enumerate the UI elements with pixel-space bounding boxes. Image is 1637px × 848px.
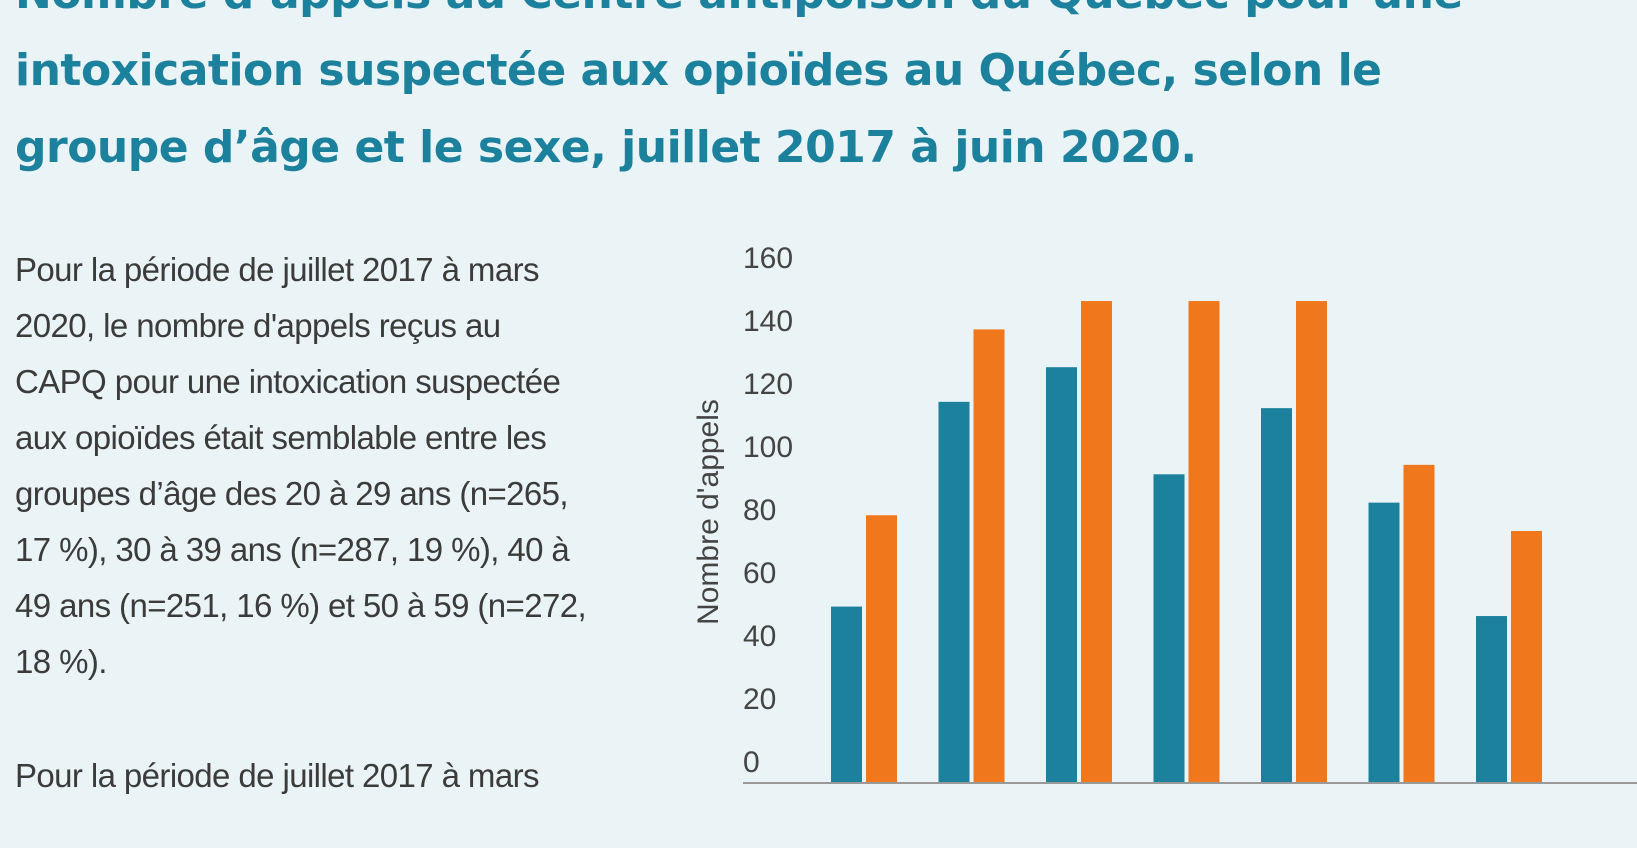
y-axis-label: Nombre d'appels (692, 399, 725, 625)
y-tick-label: 40 (743, 620, 776, 653)
y-tick-label: 20 (743, 683, 776, 716)
paragraph-line: 2020, le nombre d'appels reçus au (15, 307, 501, 344)
y-tick-label: 100 (743, 431, 793, 464)
bar (1511, 531, 1542, 783)
bar (1261, 408, 1292, 783)
y-tick-label: 160 (743, 242, 793, 275)
bar (1476, 616, 1507, 783)
bar (1403, 464, 1435, 783)
y-tick-label: 80 (743, 494, 776, 527)
title-line: intoxication suspectée aux opioïdes au Q… (15, 45, 1382, 96)
y-tick-label: 140 (743, 305, 793, 338)
bar (938, 401, 970, 783)
paragraph-line: Pour la période de juillet 2017 à mars (15, 757, 539, 794)
y-tick-label: 0 (743, 746, 760, 779)
bar (1081, 301, 1112, 783)
title-line: groupe d’âge et le sexe, juillet 2017 à … (15, 122, 1197, 173)
title-line: Nombre d’appels au Centre antipoison du … (15, 0, 1463, 16)
bar (1368, 502, 1400, 783)
bar (1046, 367, 1077, 783)
bar (1153, 474, 1185, 783)
bar (973, 329, 1005, 783)
bar (1188, 301, 1220, 783)
paragraph-line: Pour la période de juillet 2017 à mars (15, 251, 539, 288)
paragraph-line: groupes d’âge des 20 à 29 ans (n=265, (15, 475, 569, 512)
bar (1296, 301, 1327, 783)
bar (866, 515, 897, 783)
y-tick-label: 60 (743, 557, 776, 590)
bar (831, 606, 862, 783)
paragraph-line: 17 %), 30 à 39 ans (n=287, 19 %), 40 à (15, 531, 570, 568)
paragraph-line: aux opioïdes était semblable entre les (15, 419, 547, 456)
paragraph-line: 18 %). (15, 643, 107, 680)
paragraph-line: CAPQ pour une intoxication suspectée (15, 363, 561, 400)
y-tick-label: 120 (743, 368, 793, 401)
paragraph-line: 49 ans (n=251, 16 %) et 50 à 59 (n=272, (15, 587, 587, 624)
